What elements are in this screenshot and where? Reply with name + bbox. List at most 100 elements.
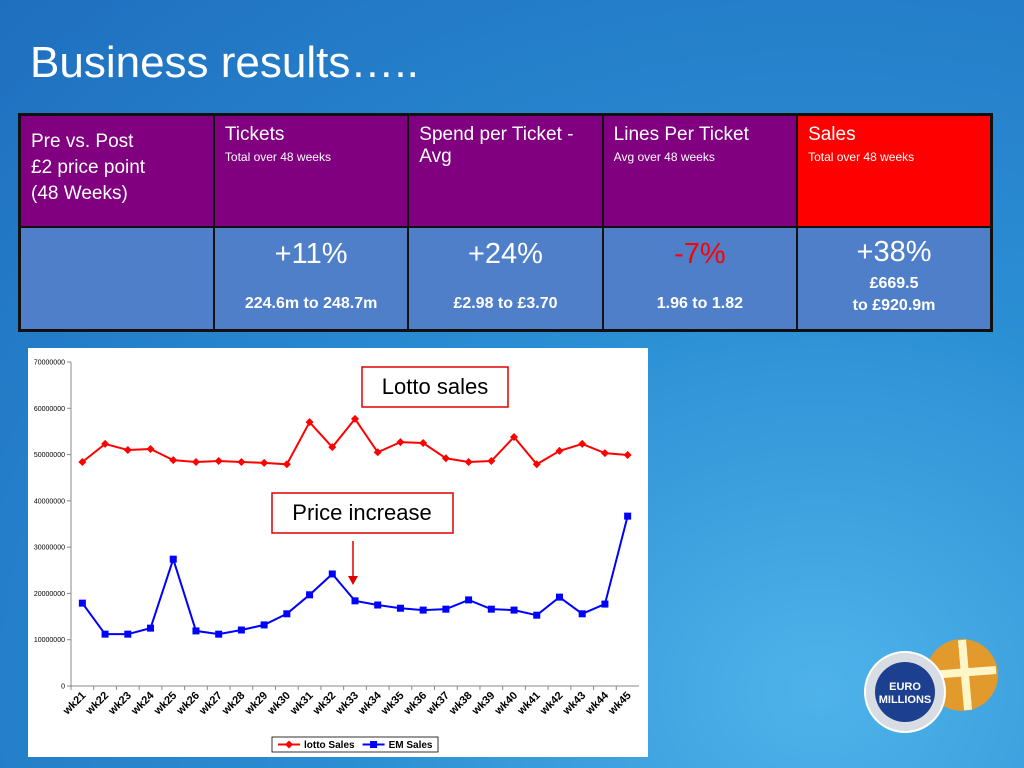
x-tick-label: wk33 (333, 690, 361, 718)
x-tick-label: wk25 (151, 690, 179, 718)
body-cell: +24% £2.98 to £3.70 (407, 226, 604, 332)
data-point (282, 460, 291, 469)
data-point (191, 457, 200, 466)
blank-cell (18, 226, 215, 332)
x-tick-label: wk27 (197, 690, 225, 718)
chart: Lotto sales Price increase 0 10000000 2000… (28, 348, 648, 757)
data-point (487, 457, 496, 466)
data-point (555, 446, 564, 455)
data-point (370, 741, 378, 748)
x-tick-label: wk31 (287, 690, 315, 718)
x-tick-label: wk34 (356, 689, 385, 718)
x-tick-label: wk40 (492, 690, 520, 718)
y-tick-label: 20000000 (34, 591, 65, 598)
header-cell: Tickets Total over 48 weeks (212, 113, 410, 228)
data-point (351, 597, 359, 605)
logo-text: EURO (889, 681, 921, 693)
cell-note: Total over 48 weeks (808, 150, 915, 164)
cell-text: Tickets (224, 124, 285, 145)
data-point (351, 414, 359, 423)
data-point (396, 604, 404, 612)
logo-inner (875, 662, 935, 722)
data-point (533, 611, 541, 619)
data-point (215, 630, 223, 638)
change-value: +24% (467, 238, 543, 270)
cell-note: Total over 48 weeks (224, 150, 331, 164)
legend-box (271, 736, 439, 753)
y-tick-label: 30000000 (34, 545, 65, 552)
change-value: +38% (856, 236, 932, 268)
data-point (78, 457, 87, 466)
data-point (419, 606, 427, 614)
data-point (78, 599, 86, 607)
data-point (169, 555, 177, 563)
data-point (532, 460, 541, 469)
data-point (306, 591, 314, 599)
x-tick-label: wk45 (606, 690, 634, 718)
data-point (623, 451, 632, 460)
annotation-box (361, 366, 509, 408)
data-point (510, 606, 518, 614)
annotation-box (271, 492, 454, 534)
detail-text: to £920.9m (852, 297, 936, 314)
data-point (285, 740, 293, 749)
x-tick-label: wk36 (401, 690, 429, 718)
header-cell: Lines Per Ticket Avg over 48 weeks (601, 113, 799, 228)
series-line (81, 515, 629, 636)
data-point (146, 445, 155, 454)
data-point (237, 457, 246, 466)
detail-text: £669.5 (869, 275, 919, 292)
data-point (555, 593, 563, 601)
x-tick-label: wk26 (174, 690, 202, 718)
body-cell: +11% 224.6m to 248.7m (212, 226, 410, 332)
data-point (441, 454, 450, 463)
cell-text: Pre vs. Post (31, 131, 134, 152)
x-tick-label: wk41 (515, 690, 543, 718)
logo-text: MILLIONS (879, 694, 932, 706)
data-point (601, 600, 609, 608)
cell-note: Avg over 48 weeks (613, 150, 715, 164)
body-cell: +38% £669.5 to £920.9m (796, 226, 993, 332)
change-value: -7% (674, 238, 726, 270)
data-point (487, 605, 495, 613)
data-point (600, 449, 609, 458)
cell-text: (48 Weeks) (31, 183, 128, 204)
x-tick-label: wk37 (424, 690, 452, 718)
annotation: Price increase (292, 500, 431, 525)
data-point (328, 570, 336, 578)
data-point (624, 512, 632, 520)
legend-label: EM Sales (389, 740, 433, 751)
cell-text: £2 price point (31, 157, 146, 178)
data-point (123, 445, 132, 454)
detail-text: 1.96 to 1.82 (656, 295, 743, 312)
y-tick-label: 50000000 (34, 452, 65, 459)
x-tick-label: wk28 (219, 690, 247, 718)
x-tick-label: wk39 (469, 690, 497, 718)
data-point (124, 630, 132, 638)
data-point (101, 630, 109, 638)
x-tick-label: wk35 (378, 690, 406, 718)
data-point (464, 457, 473, 466)
x-tick-label: wk38 (446, 690, 474, 718)
annotation: Lotto sales (382, 374, 488, 399)
data-point (374, 601, 382, 609)
x-tick-label: wk22 (83, 690, 111, 718)
data-point (147, 624, 155, 632)
data-point (192, 627, 200, 635)
x-tick-label: wk21 (60, 690, 88, 718)
logo: EURO MILLIONS (864, 639, 998, 733)
legend-label: lotto Sales (304, 740, 355, 751)
body-row: +11% 224.6m to 248.7m +24% £2.98 to £3.70 -7… (18, 226, 993, 332)
data-point (442, 605, 450, 613)
data-point (101, 439, 110, 448)
arrow-head (348, 576, 358, 585)
data-point (260, 458, 269, 467)
x-tick-label: wk43 (560, 690, 588, 718)
detail-text: 224.6m to 248.7m (244, 295, 378, 312)
data-point (465, 596, 473, 604)
results-table: Pre vs. Post £2 price point (48 Weeks) T… (18, 113, 993, 332)
data-point (283, 610, 291, 618)
x-tick-label: wk23 (106, 690, 134, 718)
x-tick-label: wk44 (583, 689, 612, 718)
